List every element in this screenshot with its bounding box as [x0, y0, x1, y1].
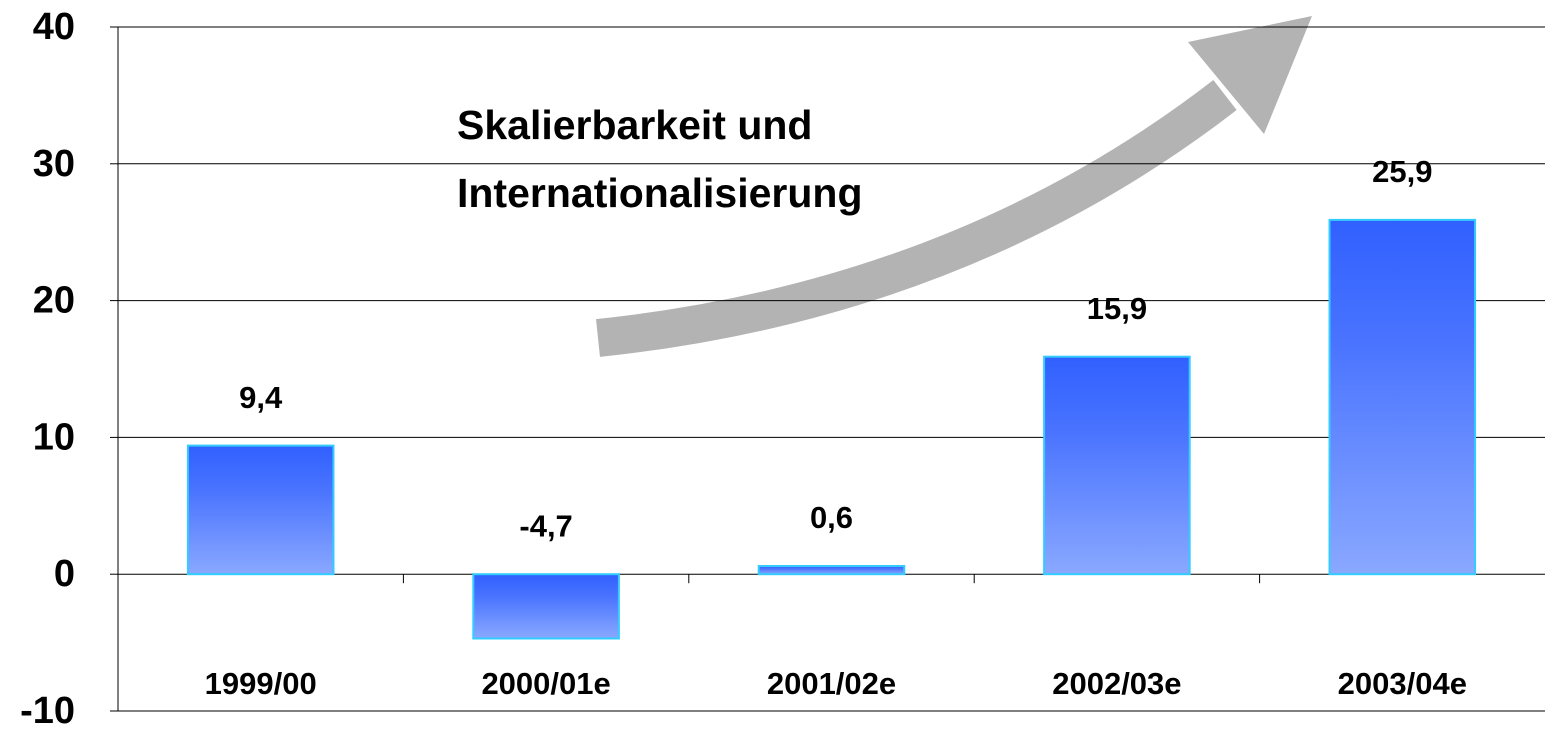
- y-tick-label: 10: [33, 416, 75, 458]
- y-tick-label: 30: [33, 143, 75, 185]
- bar: [757, 564, 906, 576]
- bar: [186, 444, 335, 576]
- bar: [1328, 218, 1477, 576]
- y-tick-label: 20: [33, 280, 75, 322]
- y-tick-label: 40: [33, 6, 75, 48]
- value-label: 9,4: [239, 380, 283, 415]
- value-label: 15,9: [1087, 291, 1147, 326]
- y-tick-label: -10: [20, 690, 75, 731]
- x-tick-label: 2001/02e: [767, 666, 896, 701]
- value-label: 25,9: [1372, 154, 1432, 189]
- value-label: -4,7: [519, 508, 572, 543]
- value-label: 0,6: [810, 500, 853, 535]
- x-tick-label: 1999/00: [205, 666, 317, 701]
- y-tick-label: 0: [54, 553, 75, 595]
- bar: [1043, 355, 1191, 576]
- x-tick-label: 2000/01e: [481, 666, 610, 701]
- annotation: Internationalisierung: [457, 170, 863, 216]
- trend-arrow: [596, 16, 1312, 357]
- annotation: Skalierbarkeit und: [457, 102, 812, 148]
- x-tick-label: 2003/04e: [1338, 666, 1467, 701]
- x-tick-label: 2002/03e: [1052, 666, 1181, 701]
- bar: [472, 573, 620, 640]
